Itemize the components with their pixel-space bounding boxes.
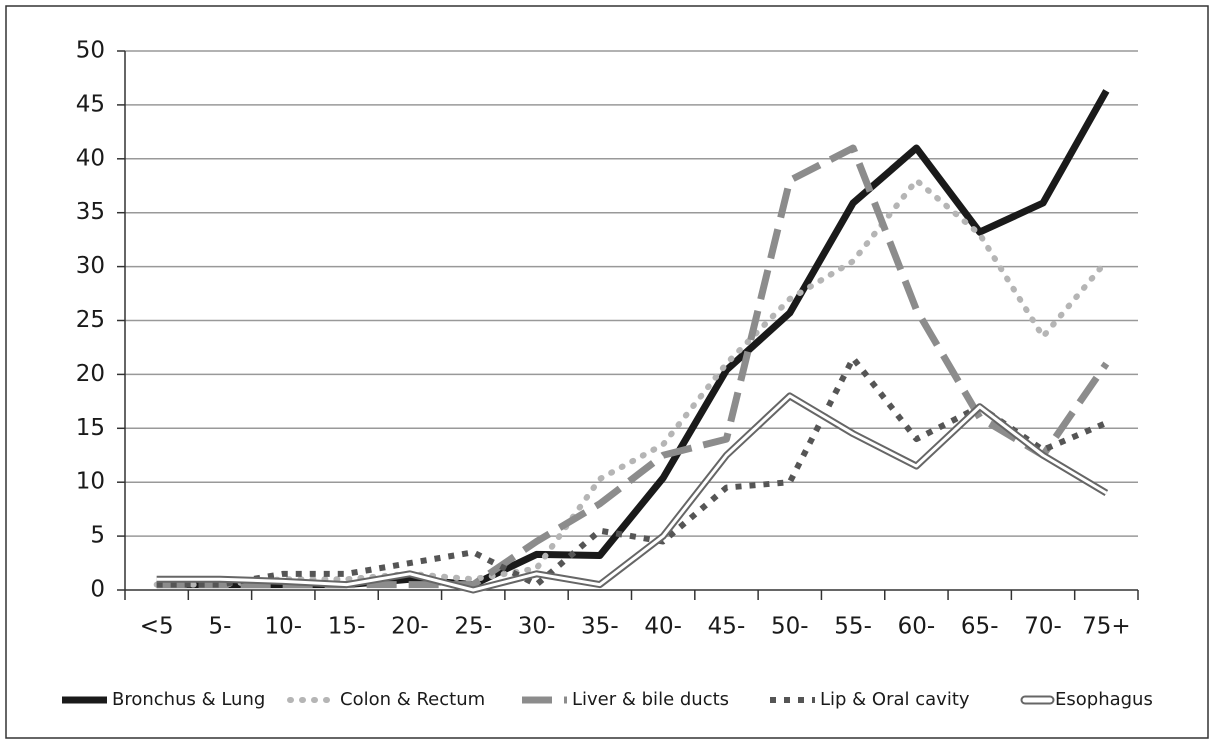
y-tick-label: 25 bbox=[76, 307, 105, 333]
legend-label: Colon & Rectum bbox=[340, 689, 485, 710]
x-tick-label: 60- bbox=[898, 614, 936, 640]
x-tick-label: 5- bbox=[209, 614, 232, 640]
x-tick-label: 30- bbox=[518, 614, 556, 640]
y-tick-label: 50 bbox=[76, 38, 105, 64]
x-tick-label: 35- bbox=[581, 614, 619, 640]
series-line bbox=[156, 144, 1110, 589]
legend-label: Esophagus bbox=[1055, 689, 1153, 710]
x-tick-label: 55- bbox=[834, 614, 872, 640]
series-line bbox=[153, 177, 1110, 588]
x-tick-label: 40- bbox=[644, 614, 682, 640]
x-tick-label: 45- bbox=[708, 614, 746, 640]
y-tick-label: 10 bbox=[76, 469, 105, 495]
x-tick-label: 50- bbox=[771, 614, 809, 640]
x-tick-label: <5 bbox=[140, 614, 174, 640]
x-tick-label: 70- bbox=[1024, 614, 1062, 640]
y-tick-label: 15 bbox=[76, 415, 105, 441]
y-tick-label: 30 bbox=[76, 253, 105, 279]
frame bbox=[5, 5, 1209, 739]
x-tick-label: 75+ bbox=[1082, 614, 1131, 640]
legend-label: Liver & bile ducts bbox=[572, 689, 729, 710]
x-tick-label: 25- bbox=[454, 614, 492, 640]
series-line bbox=[156, 394, 1108, 592]
legend-label: Lip & Oral cavity bbox=[820, 689, 970, 710]
y-tick-label: 35 bbox=[76, 199, 105, 225]
x-tick-label: 10- bbox=[264, 614, 302, 640]
y-tick-label: 20 bbox=[76, 361, 105, 387]
series-line bbox=[156, 355, 1108, 588]
y-tick-label: 0 bbox=[90, 577, 105, 603]
y-tick-label: 5 bbox=[90, 523, 105, 549]
legend-label: Bronchus & Lung bbox=[112, 689, 265, 710]
x-tick-label: 65- bbox=[961, 614, 999, 640]
y-tick-label: 45 bbox=[76, 91, 105, 117]
x-tick-label: 15- bbox=[328, 614, 366, 640]
y-tick-label: 40 bbox=[76, 145, 105, 171]
x-tick-label: 20- bbox=[391, 614, 429, 640]
